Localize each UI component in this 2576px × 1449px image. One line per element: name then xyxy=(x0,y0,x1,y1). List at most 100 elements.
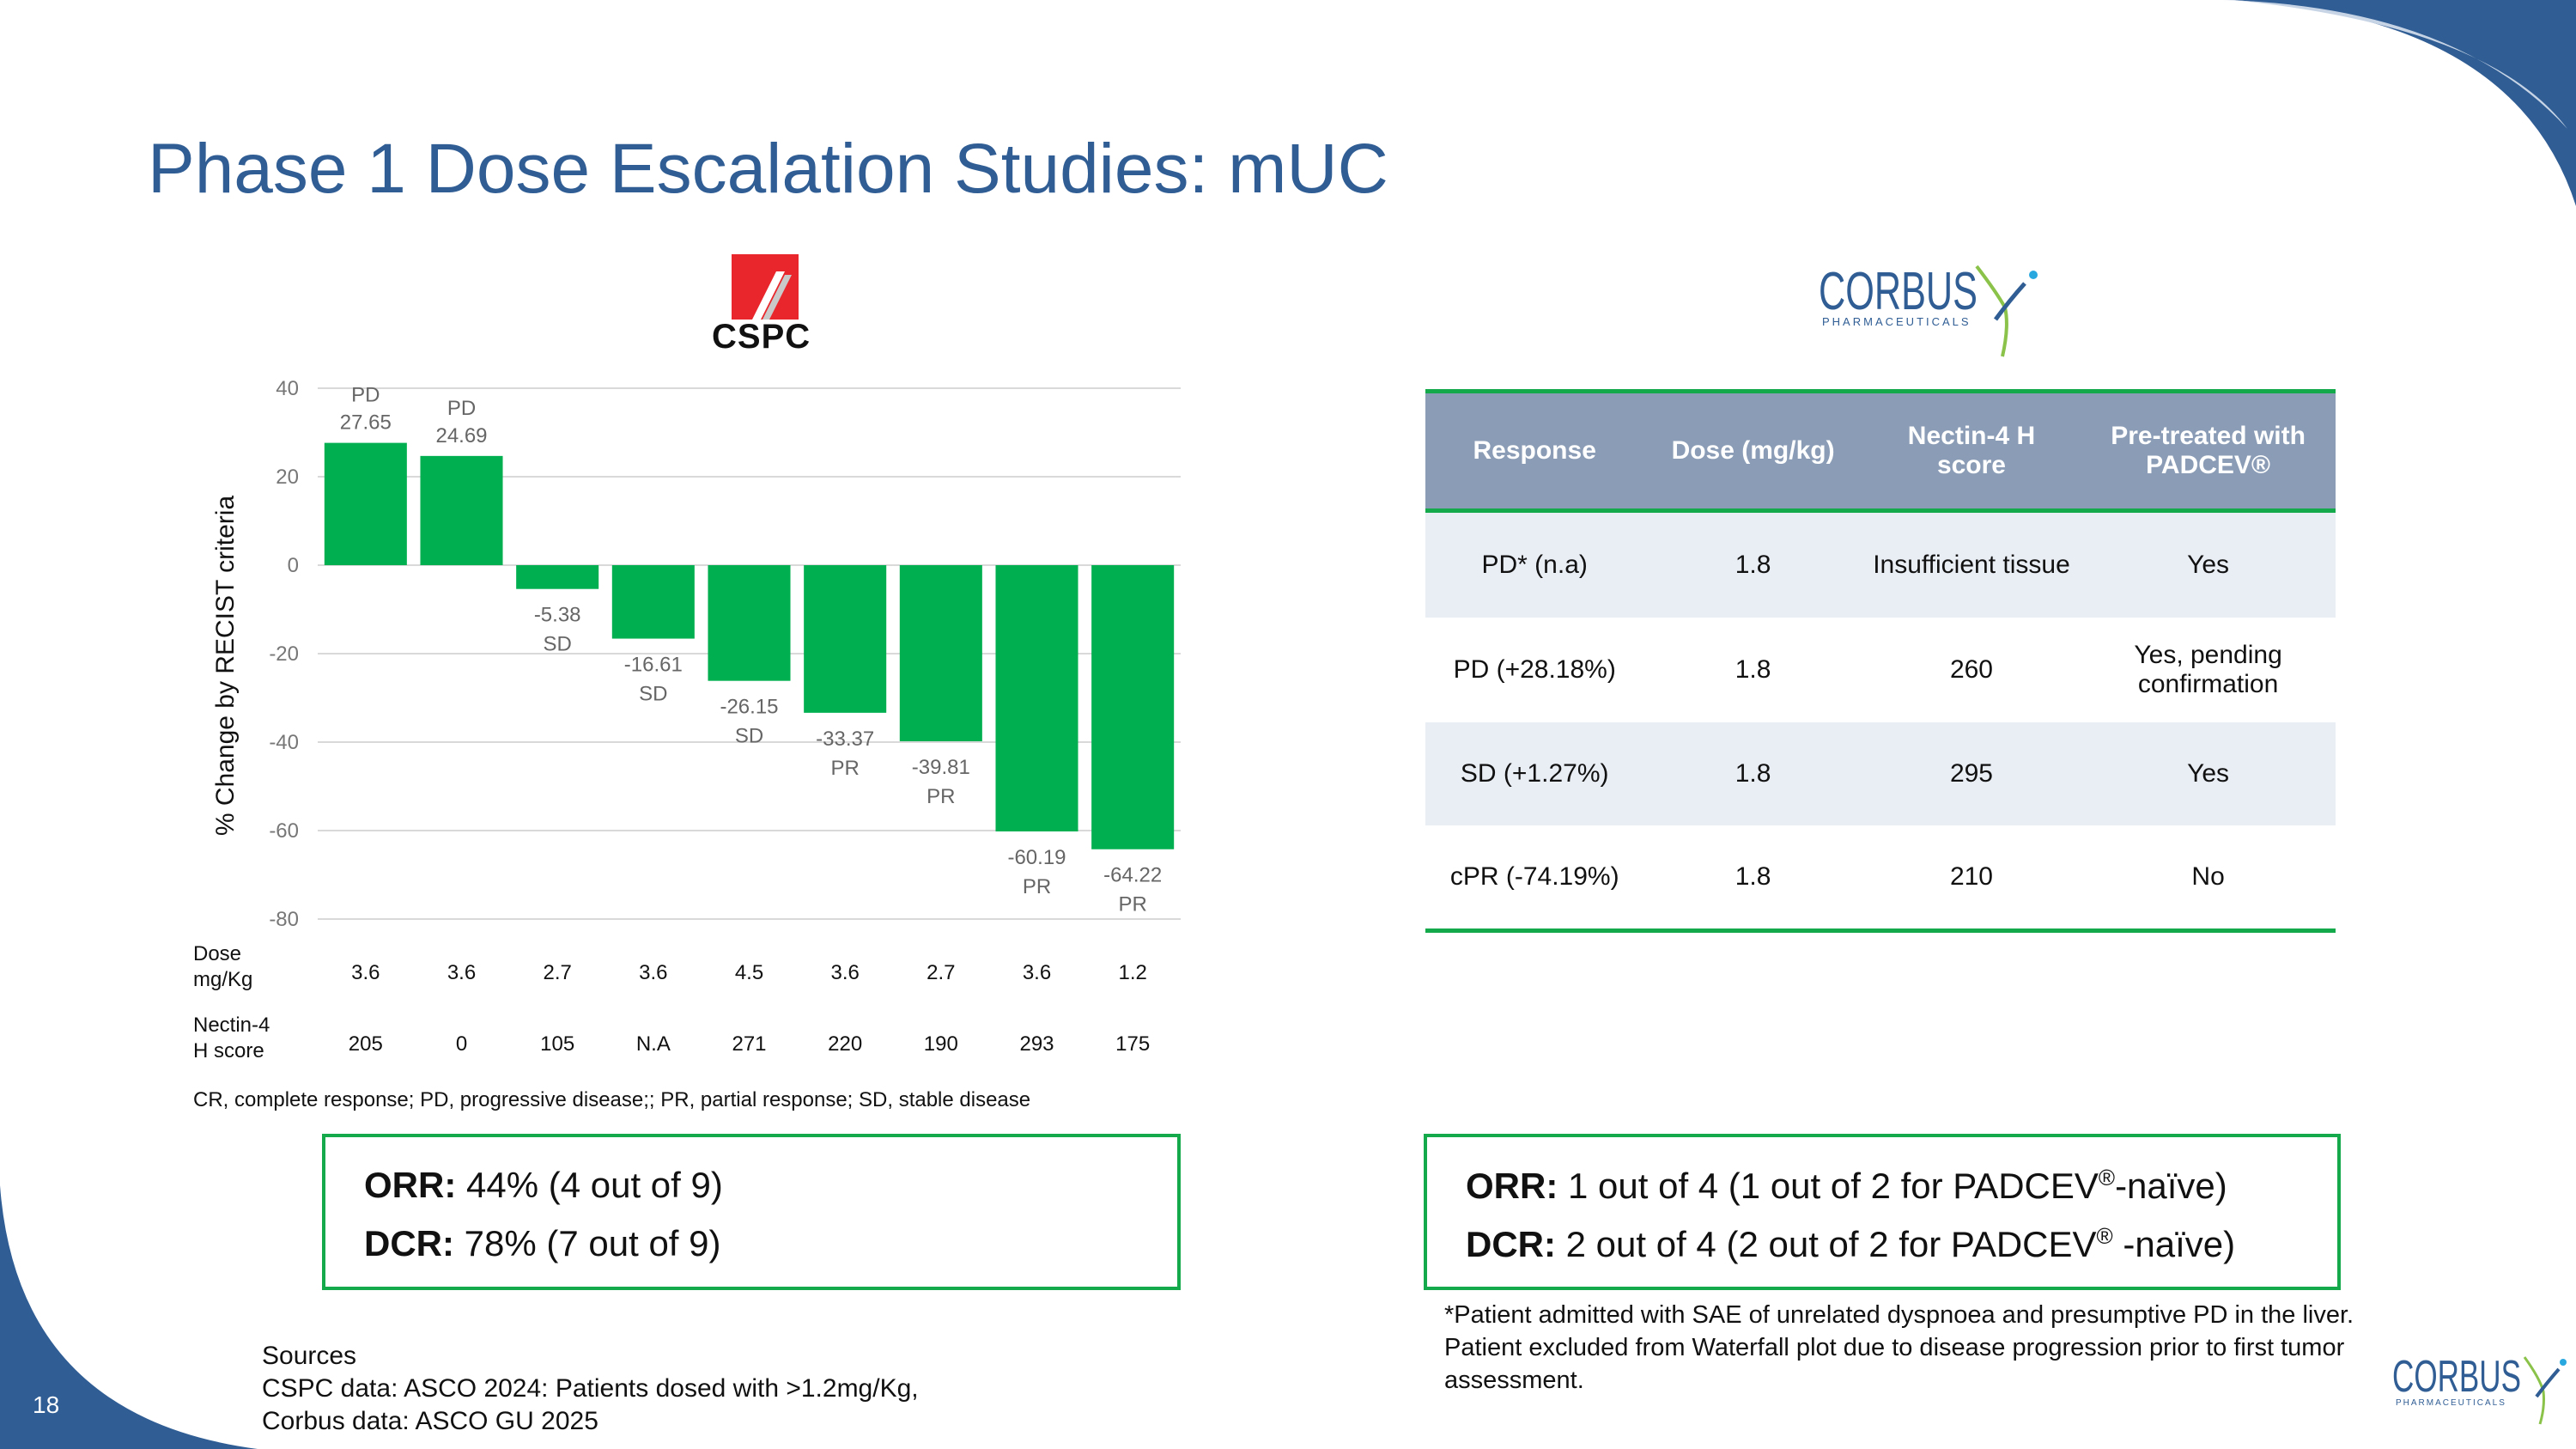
page-number: 18 xyxy=(33,1391,60,1418)
response-label: PR xyxy=(1023,875,1051,898)
sources-heading: Sources xyxy=(262,1342,357,1370)
header-dose: Dose (mg/kg) xyxy=(1643,389,1862,513)
footnote-line: Patient excluded from Waterfall plot due… xyxy=(1444,1334,2345,1361)
dcr-value: 78% (7 out of 9) xyxy=(453,1223,721,1263)
table-cell: 260 xyxy=(1862,618,2081,722)
dcr-label: DCR: xyxy=(364,1223,454,1263)
sources-line: CSPC data: ASCO 2024: Patients dosed wit… xyxy=(262,1374,919,1403)
y-tick-label: 40 xyxy=(276,377,299,400)
table-cell: 0 xyxy=(456,1032,467,1056)
bar xyxy=(995,565,1078,831)
table-cell: 2.7 xyxy=(927,961,955,984)
value-label: -33.37 xyxy=(816,728,874,751)
table-cell: 105 xyxy=(540,1032,574,1056)
waterfall-chart: % Change by RECIST criteria 40 20 0 -20 -40 -… xyxy=(193,377,1181,1062)
sources-line: Corbus data: ASCO GU 2025 xyxy=(262,1407,598,1435)
value-label: -26.15 xyxy=(720,696,778,719)
footnote-line: assessment. xyxy=(1444,1367,1584,1394)
dcr-label: DCR: xyxy=(1466,1224,1556,1264)
value-label: 24.69 xyxy=(435,424,487,447)
chart-data-labels: PD 27.65 PD 24.69 -5.38 SD -16.61 SD -26.15 SD -33… xyxy=(340,384,1162,916)
table-cell: N.A xyxy=(636,1032,671,1056)
bar xyxy=(804,565,887,713)
bar xyxy=(516,565,599,589)
cspc-dcr-line: DCR: 78% (7 out of 9) xyxy=(364,1223,721,1264)
response-label: PD xyxy=(351,384,380,407)
corbus-logo-small-icon: CORBUS PHARMACEUTICALS xyxy=(2392,1352,2567,1425)
response-label: SD xyxy=(735,725,763,748)
table-cell: Yes xyxy=(2081,510,2336,618)
corbus-response-table: Response Dose (mg/kg) Nectin-4 H score P… xyxy=(1425,389,2336,933)
response-label: PR xyxy=(830,757,859,780)
abbreviation-note: CR, complete response; PD, progressive d… xyxy=(193,1088,1031,1111)
table-cell: 3.6 xyxy=(447,961,476,984)
corbus-logo-subtitle: PHARMACEUTICALS xyxy=(1822,315,1971,328)
corbus-logo-small-subtitle: PHARMACEUTICALS xyxy=(2396,1398,2506,1408)
cspc-orr-line: ORR: 44% (4 out of 9) xyxy=(364,1165,723,1206)
bottom-left-swoosh xyxy=(0,1185,258,1449)
table-cell: 295 xyxy=(1862,722,2081,825)
response-label: PR xyxy=(1118,893,1146,916)
table-cell: Yes xyxy=(2081,722,2336,825)
response-label: SD xyxy=(639,683,667,706)
table-header-row: Response Dose (mg/kg) Nectin-4 H score P… xyxy=(1425,389,2336,513)
cspc-summary-box: ORR: 44% (4 out of 9) DCR: 78% (7 out of… xyxy=(322,1134,1181,1290)
table-cell: cPR (-74.19%) xyxy=(1425,825,1644,933)
y-axis-ticks: 40 20 0 -20 -40 -60 -80 xyxy=(269,377,299,931)
corbus-dcr-line: DCR: 2 out of 4 (2 out of 2 for PADCEV® … xyxy=(1466,1223,2236,1264)
table-row-label: Dose xyxy=(193,942,241,965)
response-label: SD xyxy=(543,633,571,656)
table-cell: Yes, pending confirmation xyxy=(2081,618,2336,722)
table-cell: 4.5 xyxy=(735,961,763,984)
table-row-label: Nectin-4 xyxy=(193,1014,270,1037)
table-cell: PD* (n.a) xyxy=(1425,510,1644,618)
bar xyxy=(324,442,407,565)
page-title: Phase 1 Dose Escalation Studies: mUC xyxy=(148,130,1388,208)
table-cell: No xyxy=(2081,825,2336,933)
value-label: -39.81 xyxy=(912,756,970,779)
value-label: -64.22 xyxy=(1103,864,1162,887)
value-label: 27.65 xyxy=(340,411,392,435)
y-tick-label: -80 xyxy=(269,908,299,931)
table-cell: 1.8 xyxy=(1643,618,1862,722)
bar xyxy=(899,565,982,742)
corbus-orr-line: ORR: 1 out of 4 (1 out of 2 for PADCEV®-… xyxy=(1466,1165,2227,1206)
value-label: -5.38 xyxy=(534,604,581,627)
orr-label: ORR: xyxy=(364,1165,457,1205)
table-cell: 3.6 xyxy=(351,961,380,984)
table-cell: 1.2 xyxy=(1118,961,1146,984)
header-pretreated: Pre-treated with PADCEV® xyxy=(2081,389,2336,513)
bar xyxy=(611,565,695,639)
cspc-logo-text: CSPC xyxy=(712,318,811,356)
sources: Sources CSPC data: ASCO 2024: Patients d… xyxy=(262,1340,919,1438)
chart-bars xyxy=(324,442,1175,849)
corbus-logo-icon: CORBUS PHARMACEUTICALS xyxy=(1819,262,2038,357)
bar xyxy=(1091,565,1175,849)
table-cell: 3.6 xyxy=(1023,961,1051,984)
table-row: cPR (-74.19%) 1.8 210 No xyxy=(1425,825,2336,933)
table-row: PD* (n.a) 1.8 Insufficient tissue Yes xyxy=(1425,510,2336,618)
table-cell: 1.8 xyxy=(1643,722,1862,825)
y-tick-label: -60 xyxy=(269,819,299,843)
table-cell: 1.8 xyxy=(1643,825,1862,933)
header-nectin: Nectin-4 H score xyxy=(1862,389,2081,513)
footnote: *Patient admitted with SAE of unrelated … xyxy=(1444,1299,2354,1397)
top-right-swoosh-light xyxy=(2224,0,2567,129)
orr-label: ORR: xyxy=(1466,1166,1558,1206)
table-cell: 3.6 xyxy=(830,961,859,984)
table-cell: 3.6 xyxy=(639,961,667,984)
y-tick-label: 0 xyxy=(288,554,299,577)
table-cell: Insufficient tissue xyxy=(1862,510,2081,618)
top-right-swoosh xyxy=(2233,0,2576,206)
response-label: PD xyxy=(447,397,476,420)
y-tick-label: -20 xyxy=(269,642,299,666)
table-cell: 1.8 xyxy=(1643,510,1862,618)
cspc-logo-icon xyxy=(732,254,799,320)
footnote-line: *Patient admitted with SAE of unrelated … xyxy=(1444,1301,2354,1329)
table-row: PD (+28.18%) 1.8 260 Yes, pending confir… xyxy=(1425,618,2336,722)
table-cell: 220 xyxy=(828,1032,862,1056)
corbus-summary-box: ORR: 1 out of 4 (1 out of 2 for PADCEV®-… xyxy=(1424,1134,2341,1290)
response-label: PR xyxy=(927,785,955,808)
table-cell: 293 xyxy=(1019,1032,1054,1056)
